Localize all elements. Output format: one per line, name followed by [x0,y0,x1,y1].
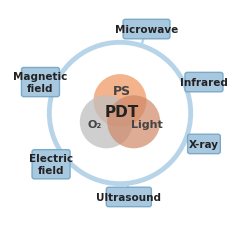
Text: X-ray: X-ray [189,139,219,149]
Text: O₂: O₂ [87,120,102,130]
FancyBboxPatch shape [188,135,220,154]
Text: Microwave: Microwave [115,25,178,35]
FancyBboxPatch shape [123,20,170,39]
Circle shape [80,96,133,149]
Circle shape [107,96,160,149]
Text: Infrared: Infrared [180,78,228,88]
FancyBboxPatch shape [185,73,223,92]
Text: PDT: PDT [105,104,139,119]
Text: Light: Light [131,120,162,130]
Circle shape [94,75,146,128]
FancyBboxPatch shape [106,188,151,207]
FancyBboxPatch shape [32,150,70,179]
Text: Electric
field: Electric field [29,154,73,175]
FancyBboxPatch shape [21,68,60,97]
Text: Magnetic
field: Magnetic field [13,72,68,94]
Text: PS: PS [113,84,131,97]
Text: Ultrasound: Ultrasound [96,192,161,202]
